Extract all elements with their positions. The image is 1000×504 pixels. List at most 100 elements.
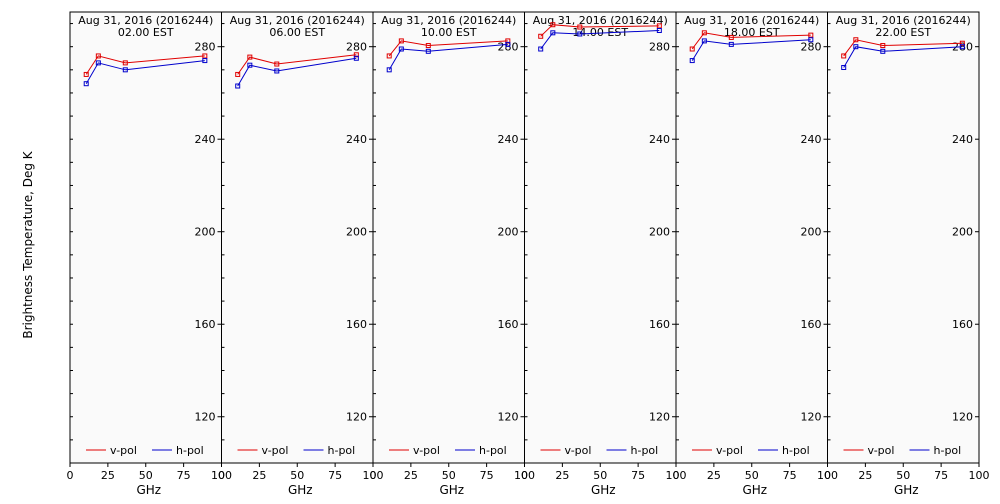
y-tick-label: 160 — [498, 318, 519, 331]
y-tick-label: 240 — [649, 133, 670, 146]
legend-vpol-label: v-pol — [413, 444, 440, 457]
x-axis-label: GHz — [439, 483, 464, 497]
vpol-point — [689, 46, 695, 52]
x-tick-label: 0 — [521, 469, 528, 482]
hpol-point — [538, 46, 544, 52]
y-tick-label: 280 — [952, 41, 973, 54]
hpol-point — [505, 41, 511, 47]
legend-vpol-label: v-pol — [262, 444, 289, 457]
panel-6: Aug 31, 2016 (2016244)22.00 EST 120 160 200… — [824, 11, 990, 497]
vpol-line — [540, 24, 660, 37]
hpol-point — [122, 67, 128, 73]
x-tick-label: 100 — [969, 469, 990, 482]
vpol-line — [691, 32, 811, 50]
panels: Aug 31, 2016 (2016244)02.00 EST120160200… — [67, 11, 990, 497]
panel-title: Aug 31, 2016 (2016244) — [381, 14, 516, 27]
x-tick-label: 100 — [817, 469, 838, 482]
vpol-point — [880, 43, 886, 49]
y-tick-label: 200 — [649, 226, 670, 239]
panel-5: Aug 31, 2016 (2016244)18.00 EST 120 160 200… — [673, 11, 838, 497]
hpol-line — [388, 43, 508, 71]
vpol-point — [808, 32, 814, 38]
vpol-point — [95, 53, 101, 59]
y-tick-label: 120 — [952, 411, 973, 424]
x-tick-label: 50 — [896, 469, 910, 482]
legend-hpol-label: h-pol — [328, 444, 356, 457]
y-tick-label: 240 — [952, 133, 973, 146]
hpol-point — [880, 48, 886, 54]
x-tick-label: 25 — [404, 469, 418, 482]
legend-vpol-label: v-pol — [716, 444, 743, 457]
vpol-point — [841, 53, 847, 59]
panel-1: Aug 31, 2016 (2016244)02.00 EST 120 160 200… — [67, 11, 232, 497]
y-tick-label: 160 — [195, 318, 216, 331]
vpol-point — [202, 53, 208, 59]
hpol-point — [959, 44, 965, 50]
vpol-point — [853, 37, 859, 43]
hpol-point — [247, 62, 253, 68]
vpol-point — [353, 52, 359, 58]
x-tick-label: 75 — [480, 469, 494, 482]
vpol-line — [85, 55, 205, 75]
panel-title: Aug 31, 2016 (2016244) — [230, 14, 365, 27]
x-tick-label: 0 — [673, 469, 680, 482]
vpol-point — [656, 23, 662, 29]
y-tick-label: 200 — [801, 226, 822, 239]
y-tick-label: 120 — [801, 411, 822, 424]
vpol-point — [538, 33, 544, 39]
hpol-point — [841, 65, 847, 71]
hpol-point — [577, 31, 583, 37]
y-axis-label: Brightness Temperature, Deg K — [21, 150, 35, 338]
plot-area — [69, 11, 222, 464]
vpol-point — [274, 61, 280, 67]
x-tick-label: 0 — [824, 469, 831, 482]
vpol-point — [959, 40, 965, 46]
y-tick-label: 120 — [195, 411, 216, 424]
plot-area — [221, 11, 374, 464]
x-tick-label: 75 — [934, 469, 948, 482]
y-tick-label: 240 — [498, 133, 519, 146]
vpol-line — [237, 54, 357, 75]
panel-title: Aug 31, 2016 (2016244) — [836, 14, 971, 27]
vpol-point — [728, 34, 734, 40]
y-tick-label: 120 — [649, 411, 670, 424]
y-tick-label: 200 — [195, 226, 216, 239]
panel-subtitle: 06.00 EST — [269, 26, 325, 39]
y-tick-label: 240 — [801, 133, 822, 146]
y-tick-label: 200 — [346, 226, 367, 239]
legend-vpol-label: v-pol — [565, 444, 592, 457]
vpol-point — [247, 54, 253, 60]
x-tick-label: 0 — [218, 469, 225, 482]
hpol-point — [689, 58, 695, 64]
plot-area — [827, 11, 980, 464]
y-tick-label: 280 — [649, 41, 670, 54]
vpol-point — [122, 60, 128, 66]
x-tick-label: 50 — [290, 469, 304, 482]
hpol-point — [95, 60, 101, 66]
x-tick-label: 25 — [555, 469, 569, 482]
x-tick-label: 75 — [177, 469, 191, 482]
panel-subtitle: 10.00 EST — [421, 26, 477, 39]
legend-hpol-label: h-pol — [479, 444, 507, 457]
legend-hpol-label: h-pol — [782, 444, 810, 457]
hpol-point — [728, 41, 734, 47]
panel-subtitle: 18.00 EST — [724, 26, 780, 39]
panel-title: Aug 31, 2016 (2016244) — [684, 14, 819, 27]
x-axis-label: GHz — [288, 483, 313, 497]
vpol-point — [235, 71, 241, 77]
panel-4: Aug 31, 2016 (2016244)14.00 EST 120 160 200… — [521, 11, 687, 497]
hpol-point — [353, 55, 359, 61]
vpol-point — [83, 71, 89, 77]
legend-vpol-label: v-pol — [110, 444, 137, 457]
y-tick-label: 240 — [346, 133, 367, 146]
y-tick-label: 280 — [346, 41, 367, 54]
hpol-point — [701, 38, 707, 44]
hpol-point — [83, 81, 89, 87]
y-tick-label: 160 — [346, 318, 367, 331]
hpol-point — [808, 37, 814, 43]
x-axis-label: GHz — [742, 483, 767, 497]
plot-area — [372, 11, 525, 464]
vpol-point — [386, 53, 392, 59]
